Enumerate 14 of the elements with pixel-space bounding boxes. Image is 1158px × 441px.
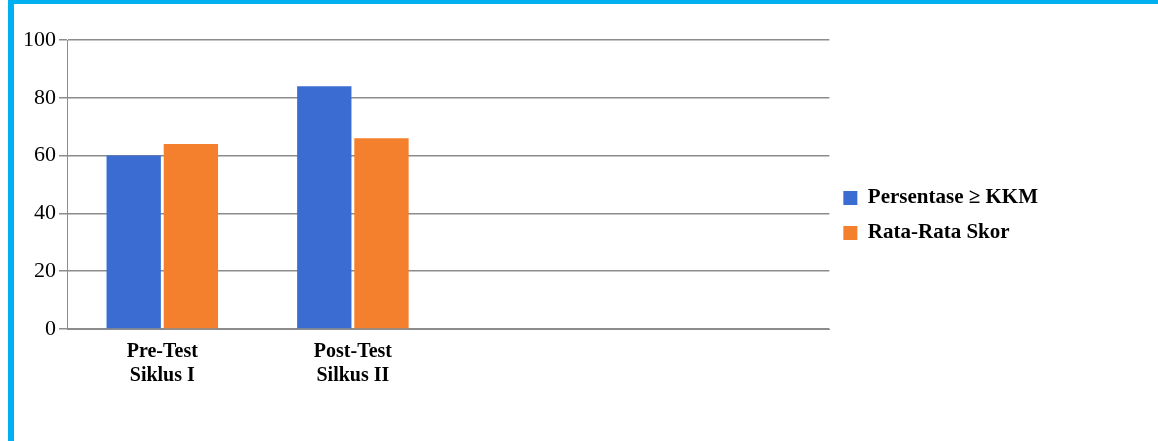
- legend-label: Persentase ≥ KKM: [867, 184, 1039, 209]
- bar: [163, 144, 219, 329]
- y-tick-label: 100: [23, 25, 56, 51]
- x-tick-label: Pre-Test Siklus I: [126, 339, 199, 386]
- bar: [106, 155, 161, 329]
- legend-label: Rata-Rata Skor: [867, 219, 1010, 244]
- y-tick-label: 80: [34, 83, 56, 109]
- y-tick-label: 20: [34, 256, 56, 282]
- y-tick-label: 60: [34, 141, 56, 167]
- y-tick-label: 40: [34, 199, 56, 225]
- bar: [354, 138, 409, 329]
- bar: [297, 86, 352, 329]
- y-tick-label: 0: [45, 314, 56, 340]
- x-tick-label: Post-Test Silkus II: [313, 339, 393, 386]
